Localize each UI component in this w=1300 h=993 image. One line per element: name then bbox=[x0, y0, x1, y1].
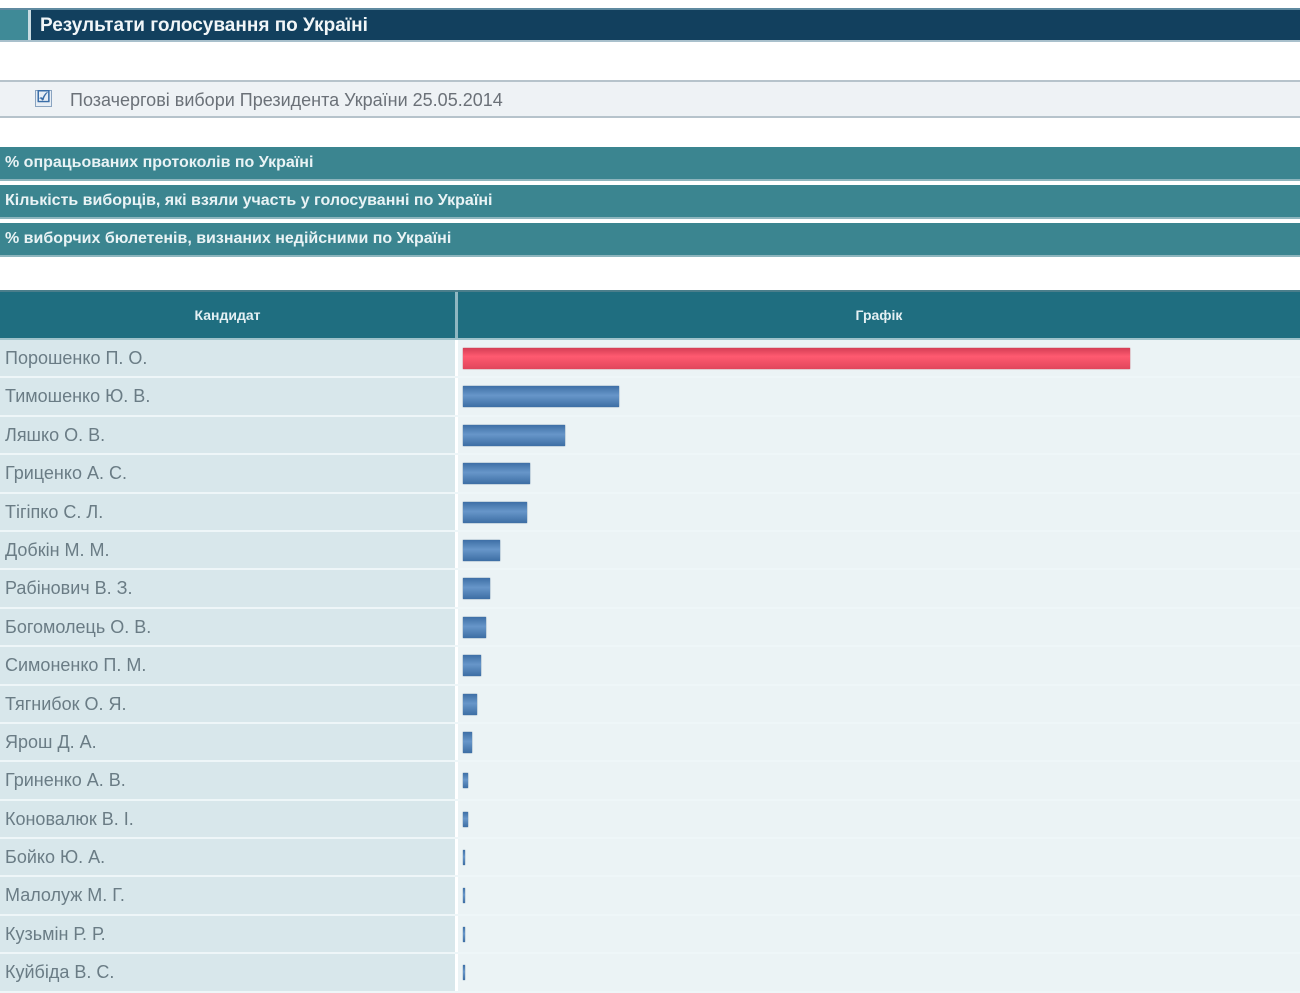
title-bar: Результати голосування по Україні bbox=[0, 8, 1300, 42]
column-header-candidate[interactable]: Кандидат bbox=[194, 307, 261, 323]
table-row: Симоненко П. М. bbox=[0, 647, 1300, 686]
chart-cell bbox=[458, 685, 1300, 722]
chart-cell bbox=[458, 340, 1300, 377]
table-row: Ляшко О. В. bbox=[0, 416, 1300, 456]
result-bar bbox=[463, 386, 620, 408]
table-row: Тігіпко С. Л. bbox=[0, 493, 1300, 532]
result-bar bbox=[463, 463, 530, 485]
candidate-name: Порошенко П. О. bbox=[0, 340, 455, 377]
results-table: Порошенко П. О. Тимошенко Ю. В. Ляшко О. В… bbox=[0, 340, 1300, 993]
candidate-name: Малолуж М. Г. bbox=[0, 877, 455, 914]
chart-cell bbox=[458, 915, 1300, 953]
section-invalid-ballots[interactable]: % виборчих бюлетенів, визнаних недійсним… bbox=[0, 223, 1300, 257]
chart-cell bbox=[458, 570, 1300, 607]
table-row: Добкін М. М. bbox=[0, 531, 1300, 571]
chart-cell bbox=[458, 416, 1300, 454]
chart-cell bbox=[458, 608, 1300, 646]
table-row: Гриненко А. В. bbox=[0, 762, 1300, 801]
candidate-name: Кузьмін Р. Р. bbox=[0, 915, 455, 953]
result-bar bbox=[463, 850, 466, 866]
table-row: Кузьмін Р. Р. bbox=[0, 915, 1300, 955]
section-voter-turnout[interactable]: Кількість виборців, які взяли участь у г… bbox=[0, 185, 1300, 219]
table-row: Тимошенко Ю. В. bbox=[0, 378, 1300, 417]
table-header: Кандидат Графік bbox=[0, 290, 1300, 340]
chart-cell bbox=[458, 800, 1300, 838]
column-header-chart[interactable]: Графік bbox=[855, 307, 903, 323]
chart-cell bbox=[458, 839, 1300, 876]
candidate-name: Добкін М. М. bbox=[0, 531, 455, 569]
chart-cell bbox=[458, 877, 1300, 914]
candidate-name: Бойко Ю. А. bbox=[0, 839, 455, 876]
chart-cell bbox=[458, 531, 1300, 569]
candidate-name: Тягнибок О. Я. bbox=[0, 685, 455, 722]
result-bar bbox=[463, 539, 500, 561]
result-bar bbox=[463, 424, 565, 446]
chart-cell bbox=[458, 455, 1300, 492]
title-bar-accent bbox=[0, 10, 31, 40]
candidate-name: Ляшко О. В. bbox=[0, 416, 455, 454]
chart-cell bbox=[458, 762, 1300, 799]
result-bar bbox=[463, 811, 468, 827]
chart-cell bbox=[458, 378, 1300, 415]
table-row: Рабінович В. З. bbox=[0, 570, 1300, 609]
result-bar bbox=[463, 616, 487, 638]
section-processed-protocols[interactable]: % опрацьованих протоколів по Україні bbox=[0, 147, 1300, 181]
election-selector[interactable]: ☑ Позачергові вибори Президента України … bbox=[0, 80, 1300, 118]
result-bar bbox=[463, 348, 1131, 369]
result-bar bbox=[463, 731, 472, 753]
candidate-name: Куйбіда В. С. bbox=[0, 954, 455, 991]
chart-cell bbox=[458, 723, 1300, 761]
candidate-name: Ярош Д. А. bbox=[0, 723, 455, 761]
result-bar bbox=[463, 578, 491, 600]
result-bar bbox=[463, 501, 527, 523]
candidate-name: Тимошенко Ю. В. bbox=[0, 378, 455, 415]
result-bar bbox=[463, 965, 465, 981]
column-divider bbox=[455, 292, 458, 338]
result-bar bbox=[463, 888, 465, 904]
table-row: Коновалюк В. І. bbox=[0, 800, 1300, 840]
table-row: Куйбіда В. С. bbox=[0, 954, 1300, 993]
chart-cell bbox=[458, 493, 1300, 530]
table-row: Малолуж М. Г. bbox=[0, 877, 1300, 916]
chart-cell bbox=[458, 954, 1300, 991]
checkbox-icon[interactable]: ☑ bbox=[35, 89, 52, 107]
table-row: Бойко Ю. А. bbox=[0, 839, 1300, 878]
table-row: Тягнибок О. Я. bbox=[0, 685, 1300, 724]
result-bar bbox=[463, 655, 482, 677]
candidate-name: Богомолець О. В. bbox=[0, 608, 455, 646]
chart-cell bbox=[458, 647, 1300, 684]
table-row: Ярош Д. А. bbox=[0, 723, 1300, 763]
candidate-name: Гриненко А. В. bbox=[0, 762, 455, 799]
table-row: Богомолець О. В. bbox=[0, 608, 1300, 648]
page-title: Результати голосування по Україні bbox=[40, 15, 368, 36]
candidate-name: Гриценко А. С. bbox=[0, 455, 455, 492]
table-row: Гриценко А. С. bbox=[0, 455, 1300, 494]
result-bar bbox=[463, 693, 478, 715]
election-label: Позачергові вибори Президента України 25… bbox=[70, 90, 503, 110]
candidate-name: Тігіпко С. Л. bbox=[0, 493, 455, 530]
candidate-name: Симоненко П. М. bbox=[0, 647, 455, 684]
candidate-name: Рабінович В. З. bbox=[0, 570, 455, 607]
table-row: Порошенко П. О. bbox=[0, 340, 1300, 379]
result-bar bbox=[463, 773, 468, 789]
result-bar bbox=[463, 926, 465, 942]
candidate-name: Коновалюк В. І. bbox=[0, 800, 455, 838]
